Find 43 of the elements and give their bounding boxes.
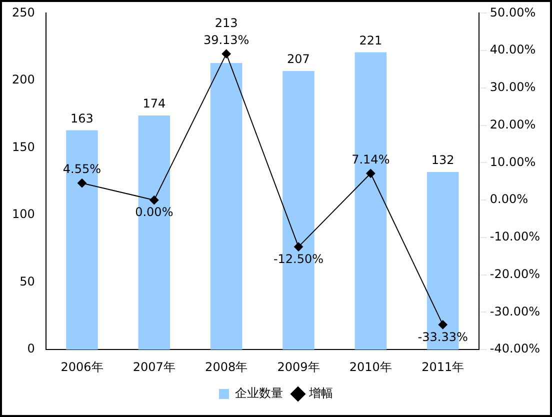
x-tick-label: 2009年 <box>277 360 320 374</box>
x-tick-label: 2007年 <box>132 360 176 374</box>
y2-tick-label: 50.00% <box>490 5 536 20</box>
point <box>222 49 231 58</box>
data-label: 207 <box>287 52 310 66</box>
point <box>150 196 159 205</box>
point <box>366 168 376 178</box>
point <box>438 320 448 330</box>
y-tick-label: 0 <box>27 342 35 356</box>
legend-label: 增幅 <box>308 386 333 400</box>
data-label: 4.55% <box>62 162 102 176</box>
y-tick-label: 100 <box>12 207 35 222</box>
data-label: 213 <box>214 16 238 30</box>
data-label: 39.13% <box>203 32 250 47</box>
data-label: 163 <box>70 111 94 126</box>
data-label: 0.00% <box>135 205 174 220</box>
y-tick-label: 150 <box>12 140 35 154</box>
y-tick-label: 50 <box>20 274 35 288</box>
data-label: -33.33% <box>418 330 468 344</box>
y-tick-label: 200 <box>12 72 35 87</box>
x-tick-label: 2006年 <box>60 360 104 374</box>
data-label: 7.14% <box>352 152 390 167</box>
x-tick-label: 2008年 <box>205 360 248 374</box>
y2-tick-label: -20.00% <box>490 266 540 281</box>
data-label: 132 <box>431 153 454 168</box>
y2-tick-label: -10.00% <box>490 230 540 244</box>
y-tick-label: 250 <box>12 5 35 20</box>
point <box>294 242 303 252</box>
y2-tick-label: -40.00% <box>490 342 540 356</box>
y2-tick-label: -30.00% <box>490 304 540 318</box>
x-tick-label: 2011年 <box>422 360 464 374</box>
y2-tick-label: 30.00% <box>490 80 536 94</box>
data-label: -12.50% <box>273 252 324 266</box>
y2-tick-label: 10.00% <box>490 154 536 169</box>
data-label: 221 <box>359 33 382 48</box>
y2-tick-label: 20.00% <box>490 117 536 132</box>
y2-tick-label: 0.00% <box>490 192 528 206</box>
legend-label: 企业数量 <box>235 386 283 400</box>
x-tick-label: 2010年 <box>349 360 392 374</box>
point <box>77 178 86 188</box>
data-label: 174 <box>142 96 166 111</box>
y2-tick-label: 40.00% <box>490 42 536 57</box>
bar <box>210 62 242 350</box>
